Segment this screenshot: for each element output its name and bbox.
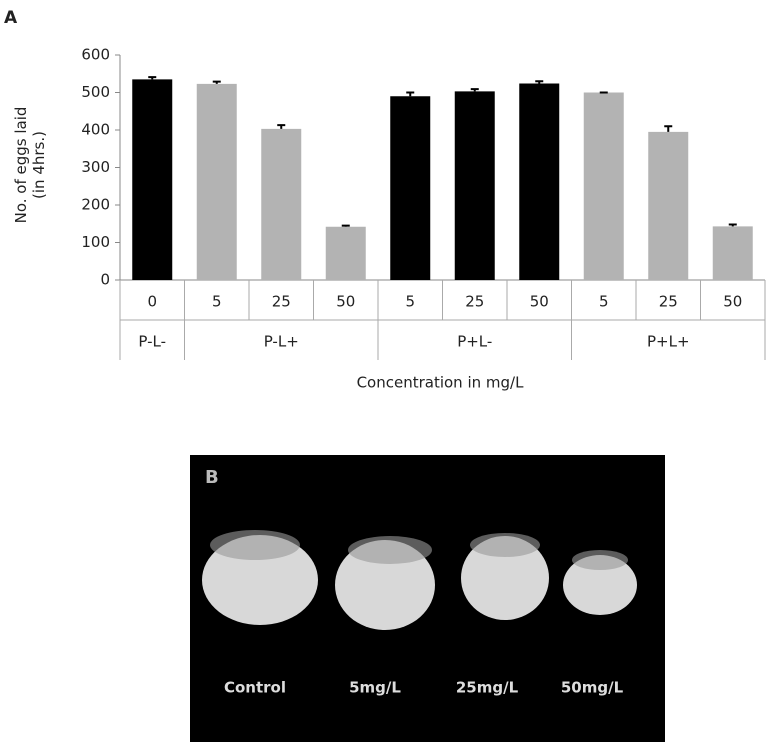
y-tick-label: 300 [81,158,110,176]
ovary-shading [210,530,628,570]
error-bar [341,224,350,227]
bar [583,92,624,280]
y-axis-title: No. of eggs laid(in 4hrs.) [12,107,48,224]
caption: 25mg/L [456,679,519,697]
x-tick-label: 5 [405,293,415,311]
y-tick-label: 400 [81,121,110,139]
error-bar [148,76,157,80]
error-bar [728,223,737,227]
bar [454,91,495,280]
x-tick-label: 50 [336,293,355,311]
y-tick-label: 200 [81,196,110,214]
x-tick-label: 0 [147,293,157,311]
y-axis-title-line: No. of eggs laid [12,107,30,224]
error-bar [664,125,673,132]
error-bar [535,80,544,84]
panel-label: A [4,8,18,28]
caption: Control [224,679,286,697]
y-tick-label: 100 [81,233,110,251]
x-tick-label: 50 [530,293,549,311]
bar [648,131,689,280]
x-tick-label: 25 [465,293,484,311]
group-label: P-L+ [264,333,299,351]
group-label: P+L- [457,333,492,351]
x-tick-label: 5 [599,293,609,311]
y-tick-label: 0 [100,271,110,289]
bar [712,226,753,280]
error-bar [406,91,415,97]
bar [261,128,302,280]
bar [132,79,173,280]
ovary-images [202,535,637,630]
caption: 5mg/L [349,679,401,697]
x-tick-label: 50 [723,293,742,311]
panel-label: B [205,467,219,488]
error-bar [470,88,479,92]
x-tick-label: 25 [659,293,678,311]
bar [519,83,560,280]
error-bar [212,80,221,84]
group-label: P+L+ [647,333,690,351]
caption: 50mg/L [561,679,624,697]
x-tick-label: 25 [272,293,291,311]
group-label: P-L- [138,333,166,351]
bar [390,96,431,280]
y-tick-label: 600 [81,46,110,64]
error-bar [277,124,286,129]
bar [196,83,237,280]
bar [325,226,366,280]
x-axis-title: Concentration in mg/L [357,374,525,392]
x-tick-label: 5 [212,293,222,311]
y-tick-label: 500 [81,83,110,101]
y-axis-title-line: (in 4hrs.) [30,131,48,199]
